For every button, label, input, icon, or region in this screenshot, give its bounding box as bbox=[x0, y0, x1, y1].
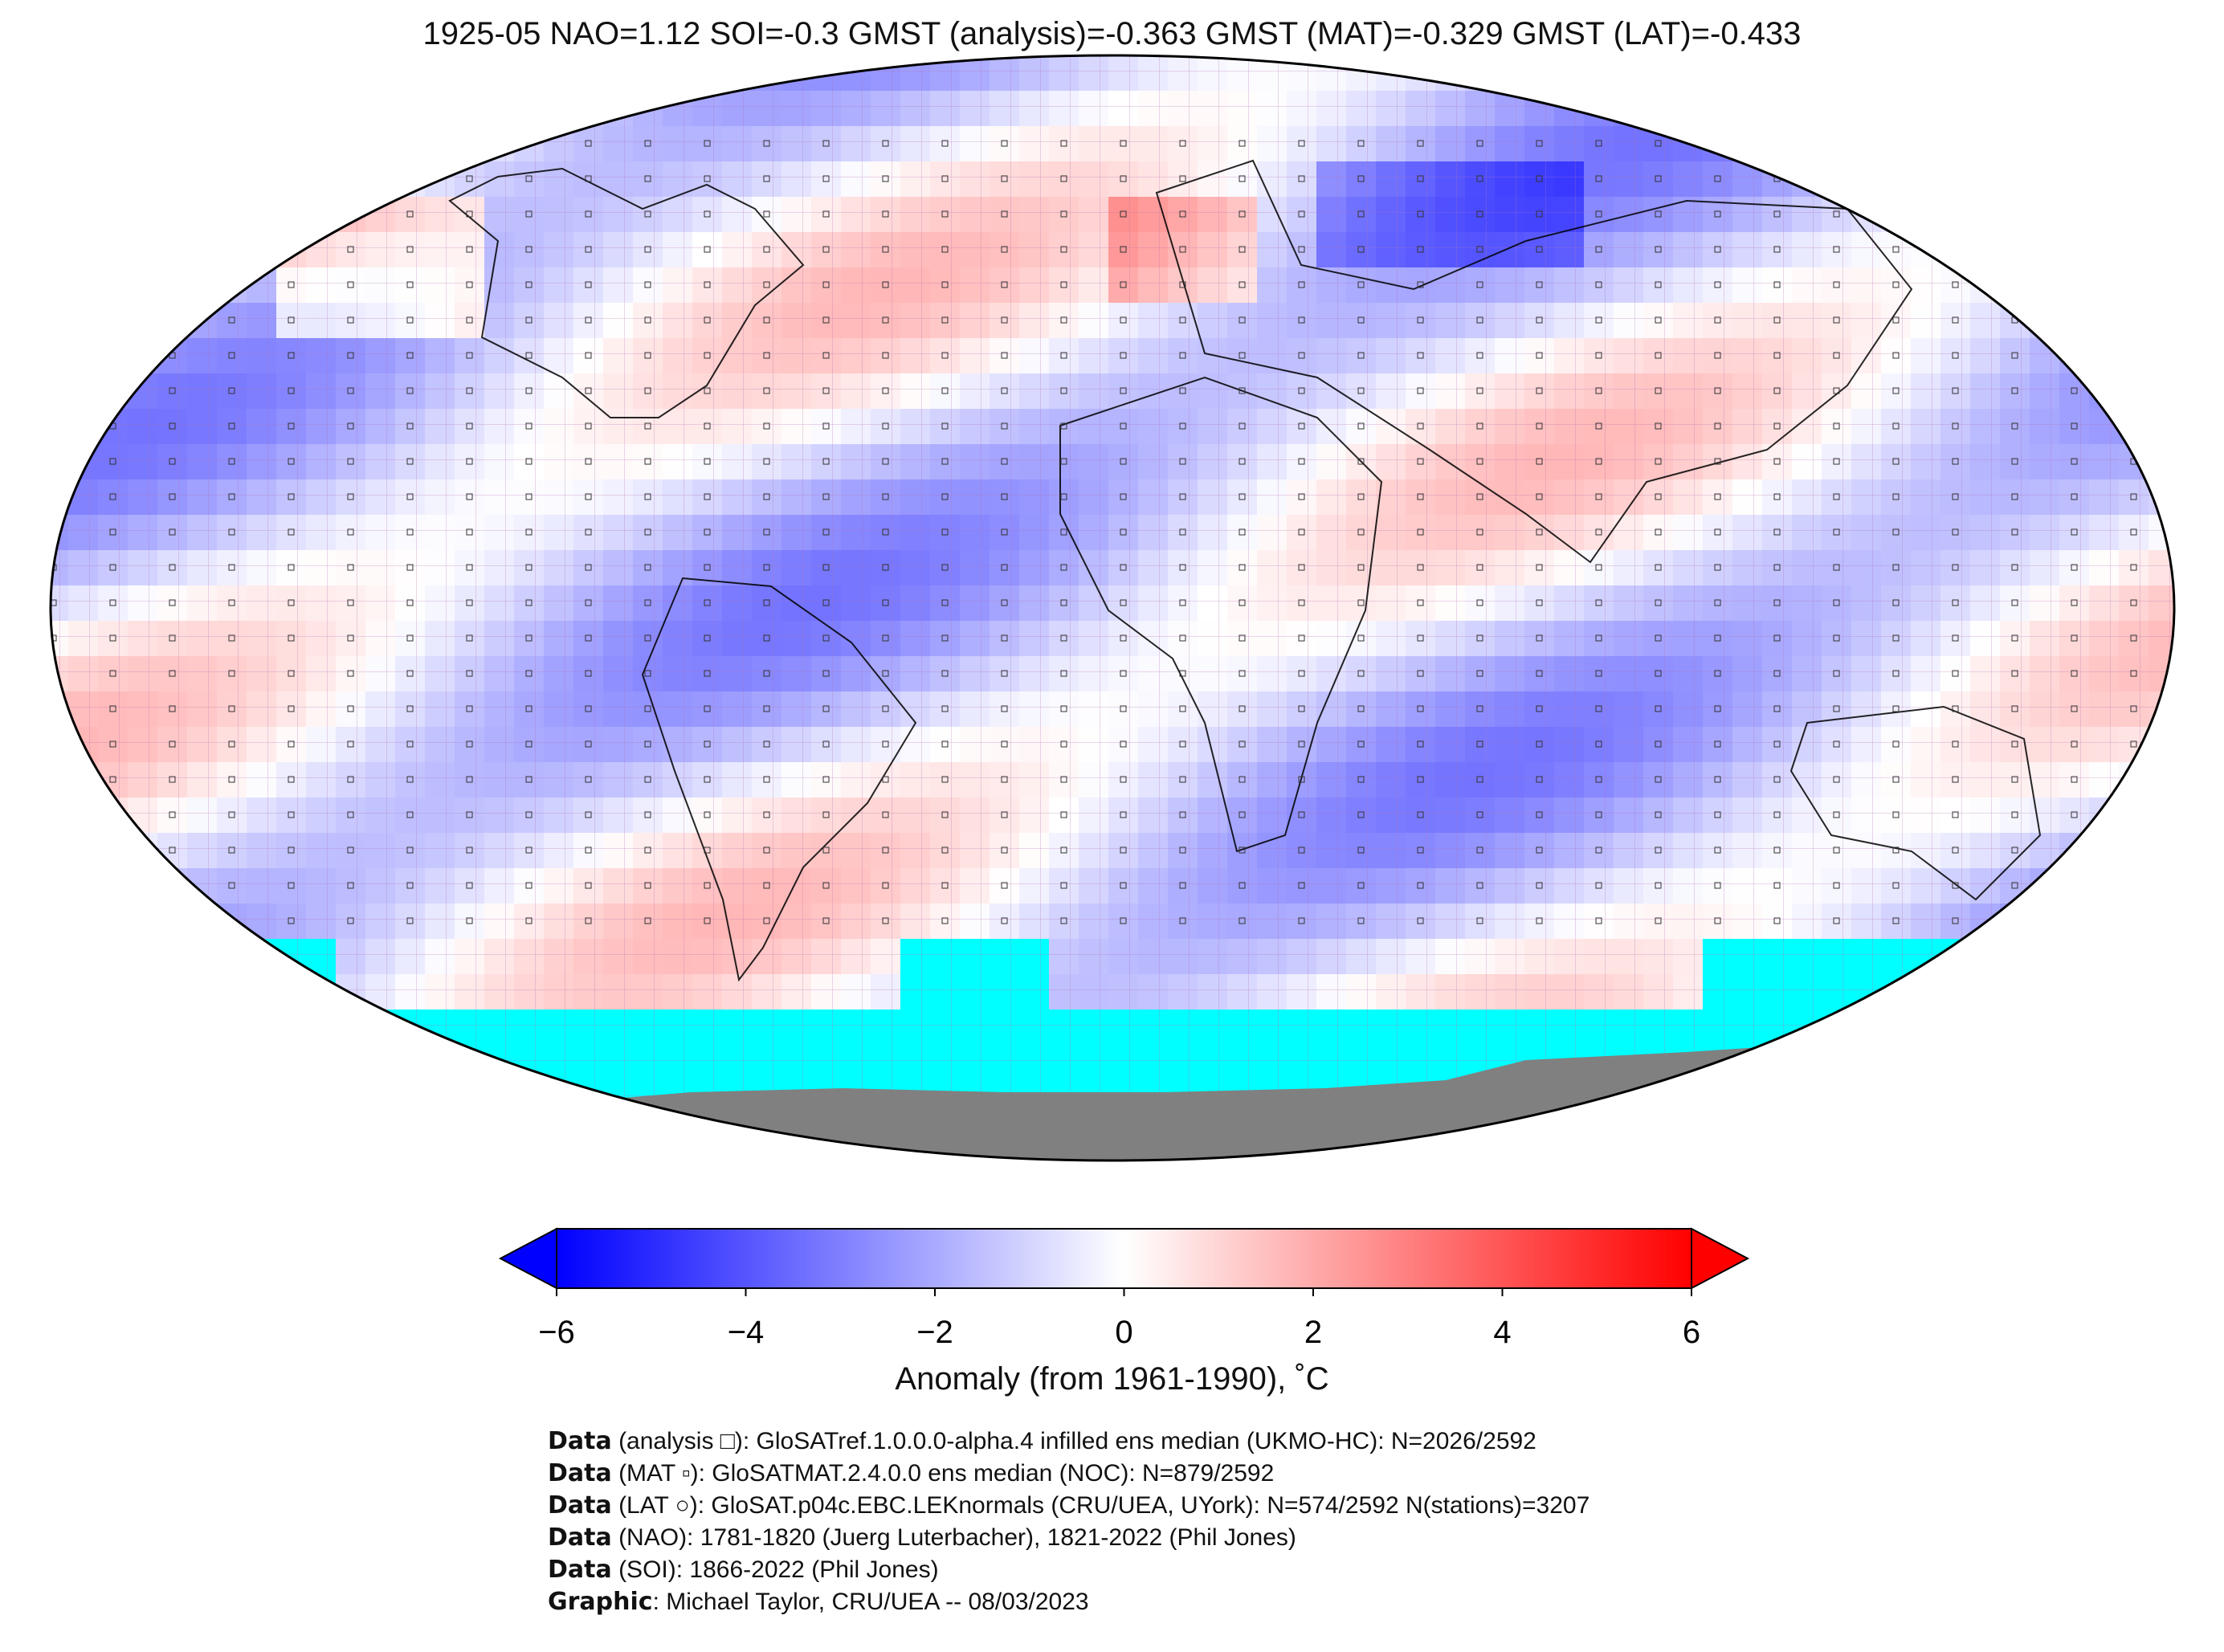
colorbar-tick-label: −4 bbox=[728, 1315, 765, 1350]
colorbar-extend-high bbox=[1691, 1227, 1750, 1290]
anomaly-map bbox=[49, 54, 2176, 1162]
colorbar-tick-label: 2 bbox=[1304, 1315, 1322, 1350]
colorbar-tick-label: −6 bbox=[538, 1315, 575, 1350]
credit-line-soi: Data (SOI): 1866-2022 (Phil Jones) bbox=[548, 1556, 939, 1584]
colorbar-gradient bbox=[556, 1228, 1692, 1289]
colorbar-extend-low bbox=[498, 1227, 557, 1290]
colorbar-tick-label: −2 bbox=[916, 1315, 953, 1350]
credit-line-mat: Data (MAT ▫): GloSATMAT.2.4.0.0 ens medi… bbox=[548, 1459, 1275, 1487]
colorbar-tick-label: 0 bbox=[1115, 1315, 1132, 1350]
colorbar-ticks: −6 −4 −2 0 2 4 6 bbox=[538, 1288, 1700, 1350]
map-title: 1925-05 NAO=1.12 SOI=-0.3 GMST (analysis… bbox=[422, 16, 1802, 51]
colorbar-tick-label: 6 bbox=[1683, 1315, 1700, 1350]
credit-line-nao: Data (NAO): 1781-1820 (Juerg Luterbacher… bbox=[548, 1524, 1296, 1552]
colorbar-label: Anomaly (from 1961-1990), ˚C bbox=[895, 1361, 1329, 1397]
credit-line-graphic: Graphic: Michael Taylor, CRU/UEA -- 08/0… bbox=[548, 1588, 1089, 1616]
data-credits: Data (analysis □): GloSATref.1.0.0.0-alp… bbox=[548, 1426, 1589, 1618]
credit-line-analysis: Data (analysis □): GloSATref.1.0.0.0-alp… bbox=[548, 1427, 1536, 1455]
colorbar-tick-label: 4 bbox=[1493, 1315, 1511, 1350]
credit-line-lat: Data (LAT ○): GloSAT.p04c.EBC.LEKnormals… bbox=[548, 1491, 1590, 1519]
colorbar: −6 −4 −2 0 2 4 6 bbox=[498, 1227, 1750, 1350]
